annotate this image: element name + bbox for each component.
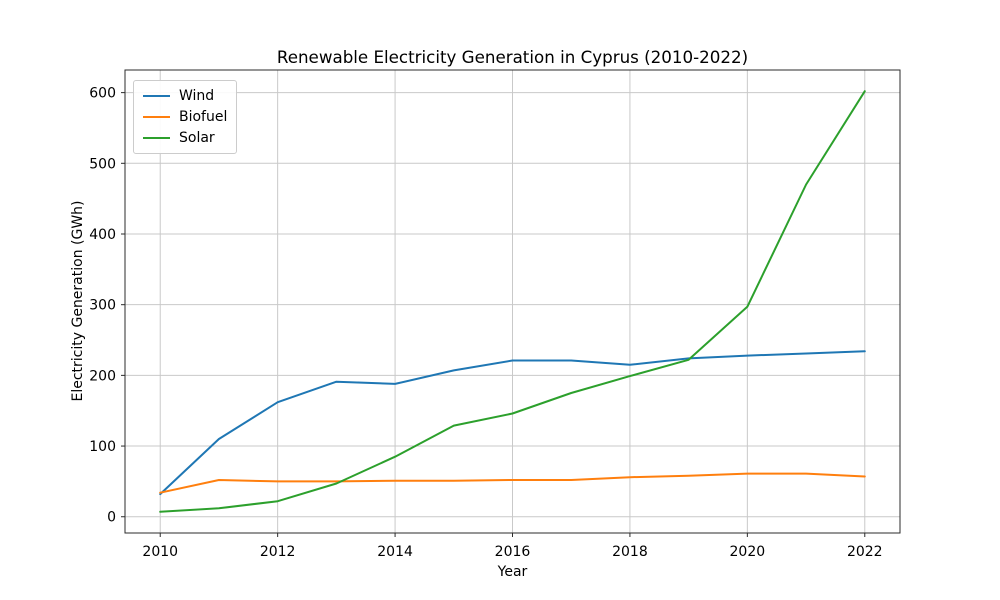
y-tick-label: 100 — [89, 439, 116, 455]
legend-item-solar: Solar — [143, 128, 227, 148]
legend: Wind Biofuel Solar — [133, 80, 238, 154]
x-axis-label: Year — [497, 564, 528, 580]
x-tick-label: 2022 — [847, 544, 883, 560]
x-tick-label: 2020 — [730, 544, 766, 560]
x-tick-label: 2012 — [260, 544, 296, 560]
legend-label: Biofuel — [179, 109, 228, 125]
y-tick-label: 400 — [89, 227, 116, 243]
x-tick-label: 2010 — [142, 544, 178, 560]
y-tick-label: 600 — [89, 86, 116, 102]
series-line-wind — [159, 350, 866, 496]
legend-swatch-wind — [143, 94, 170, 98]
chart-title: Renewable Electricity Generation in Cypr… — [276, 47, 749, 67]
x-tick-label: 2016 — [495, 544, 531, 560]
x-tick-label: 2018 — [612, 544, 648, 560]
legend-item-biofuel: Biofuel — [143, 107, 227, 127]
legend-swatch-biofuel — [143, 115, 170, 119]
legend-label: Wind — [179, 88, 215, 104]
y-tick-label: 200 — [89, 368, 116, 384]
series-line-biofuel — [159, 472, 866, 494]
legend-label: Solar — [179, 130, 215, 146]
series-line-solar — [159, 90, 866, 513]
y-tick-label: 0 — [107, 510, 116, 526]
legend-swatch-solar — [143, 136, 170, 140]
y-tick-label: 300 — [89, 298, 116, 314]
y-tick-label: 500 — [89, 156, 116, 172]
legend-item-wind: Wind — [143, 86, 227, 106]
x-tick-label: 2014 — [377, 544, 413, 560]
